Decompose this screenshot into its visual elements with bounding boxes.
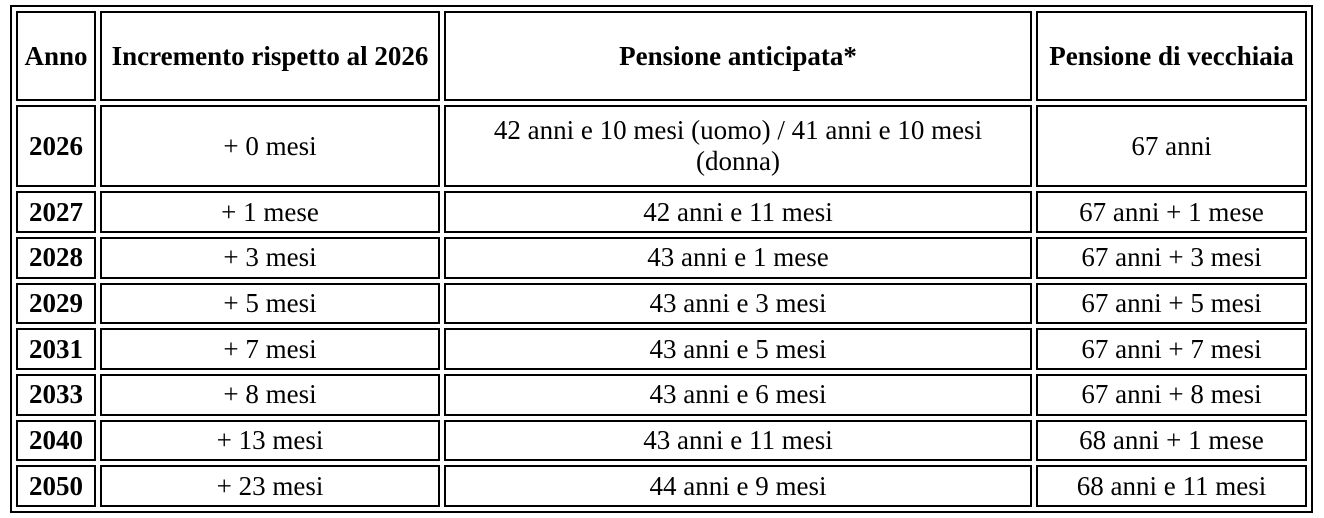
table-row: 2028 + 3 mesi 43 anni e 1 mese 67 anni + 3 … [16, 237, 1307, 279]
old-age-pension-cell: 67 anni [1036, 105, 1307, 188]
early-pension-cell: 43 anni e 11 mesi [444, 419, 1032, 462]
old-age-pension-cell: 68 anni e 11 mesi [1036, 465, 1307, 507]
early-pension-cell: 43 anni e 5 mesi [444, 328, 1032, 371]
increment-cell: + 3 mesi [100, 237, 440, 279]
year-cell: 2050 [16, 465, 96, 507]
early-pension-cell: 43 anni e 6 mesi [444, 374, 1032, 416]
table-row: 2026 + 0 mesi 42 anni e 10 mesi (uomo) / 4… [16, 105, 1307, 188]
increment-cell: + 0 mesi [100, 105, 440, 188]
early-pension-cell: 43 anni e 3 mesi [444, 282, 1032, 325]
old-age-pension-cell: 67 anni + 1 mese [1036, 191, 1307, 234]
header-anno: Anno [16, 11, 96, 102]
header-row: Anno Incremento rispetto al 2026 Pension… [16, 11, 1307, 102]
increment-cell: + 7 mesi [100, 328, 440, 371]
year-cell: 2031 [16, 328, 96, 371]
old-age-pension-cell: 67 anni + 3 mesi [1036, 237, 1307, 279]
early-pension-cell: 42 anni e 11 mesi [444, 191, 1032, 234]
year-cell: 2040 [16, 419, 96, 462]
increment-cell: + 23 mesi [100, 465, 440, 507]
old-age-pension-cell: 67 anni + 8 mesi [1036, 374, 1307, 416]
year-cell: 2026 [16, 105, 96, 188]
header-pensione-anticipata: Pensione anticipata* [444, 11, 1032, 102]
table-row: 2029 + 5 mesi 43 anni e 3 mesi 67 anni + 5 … [16, 282, 1307, 325]
year-cell: 2029 [16, 282, 96, 325]
increment-cell: + 5 mesi [100, 282, 440, 325]
table-row: 2027 + 1 mese 42 anni e 11 mesi 67 anni + 1… [16, 191, 1307, 234]
early-pension-cell: 42 anni e 10 mesi (uomo) / 41 anni e 10 … [444, 105, 1032, 188]
increment-cell: + 1 mese [100, 191, 440, 234]
header-incremento: Incremento rispetto al 2026 [100, 11, 440, 102]
early-pension-cell: 43 anni e 1 mese [444, 237, 1032, 279]
early-pension-cell: 44 anni e 9 mesi [444, 465, 1032, 507]
old-age-pension-cell: 67 anni + 7 mesi [1036, 328, 1307, 371]
year-cell: 2028 [16, 237, 96, 279]
year-cell: 2033 [16, 374, 96, 416]
old-age-pension-cell: 68 anni + 1 mese [1036, 419, 1307, 462]
year-cell: 2027 [16, 191, 96, 234]
increment-cell: + 13 mesi [100, 419, 440, 462]
pension-table: Anno Incremento rispetto al 2026 Pension… [10, 5, 1313, 513]
table-row: 2031 + 7 mesi 43 anni e 5 mesi 67 anni + 7 … [16, 328, 1307, 371]
increment-cell: + 8 mesi [100, 374, 440, 416]
table-row: 2050 + 23 mesi 44 anni e 9 mesi 68 anni e 1… [16, 465, 1307, 507]
table-row: 2040 + 13 mesi 43 anni e 11 mesi 68 anni + … [16, 419, 1307, 462]
old-age-pension-cell: 67 anni + 5 mesi [1036, 282, 1307, 325]
table-row: 2033 + 8 mesi 43 anni e 6 mesi 67 anni + 8 … [16, 374, 1307, 416]
header-pensione-vecchiaia: Pensione di vecchiaia [1036, 11, 1307, 102]
